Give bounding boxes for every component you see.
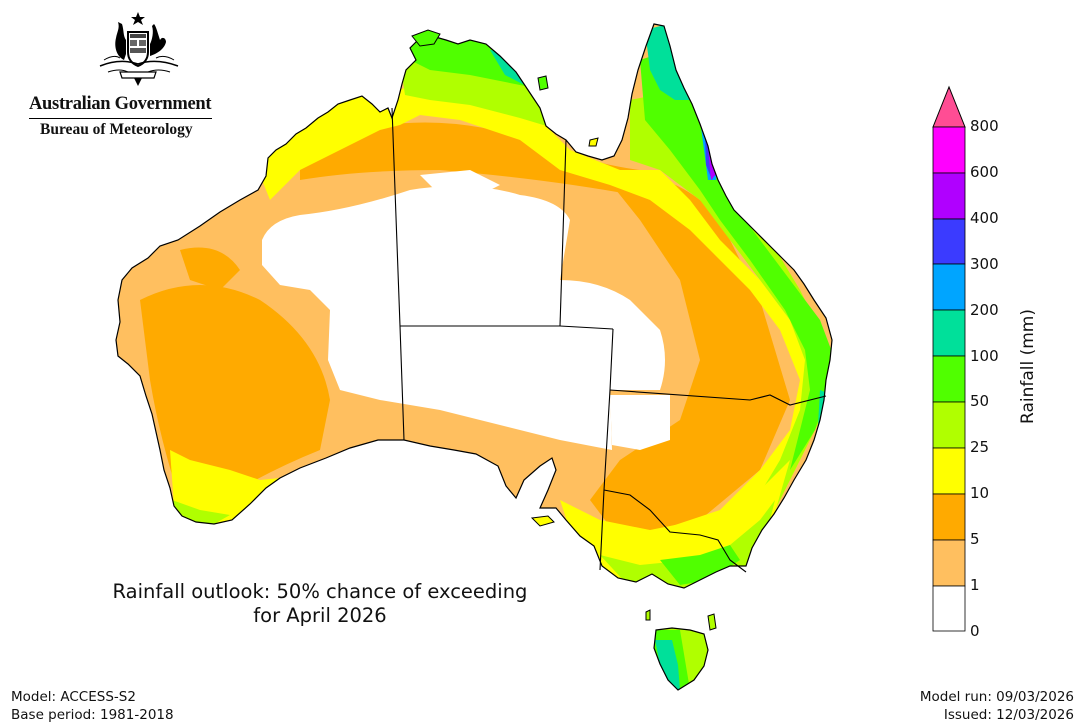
colorbar-tick: 5 [970,530,980,548]
map-title-line1: Rainfall outlook: 50% chance of exceedin… [112,580,528,603]
colorbar-tick: 25 [970,438,990,456]
colorbar-tick: 100 [970,347,999,365]
organisation-name: Australian Government [29,94,212,114]
model-name: Model: ACCESS-S2 [11,689,136,705]
colorbar-tick: 300 [970,255,999,273]
logo-divider [29,118,212,119]
footer-right: Model run: 09/03/2026 Issued: 12/03/2026 [920,688,1074,724]
footer-left: Model: ACCESS-S2 Base period: 1981-2018 [11,688,174,724]
rainfall-map [115,23,833,691]
state-borders [391,107,827,573]
colorbar-tick: 400 [970,209,999,227]
colorbar [932,85,966,632]
bom-logo: Australian Government Bureau of Meteorol… [20,8,225,143]
colorbar-tick: 50 [970,392,990,410]
issued-date: Issued: 12/03/2026 [943,707,1074,723]
base-period: Base period: 1981-2018 [11,707,174,723]
colorbar-tick: 0 [970,622,980,640]
colorbar-tick: 200 [970,301,999,319]
colorbar-title: Rainfall (mm) [1018,309,1038,424]
colorbar-extend-arrow [932,85,966,128]
map-title-line2: for April 2026 [253,604,387,627]
agency-name: Bureau of Meteorology [40,121,193,138]
map-title: Rainfall outlook: 50% chance of exceedin… [80,580,560,628]
colorbar-tick: 10 [970,484,990,502]
colorbar-tick: 1 [970,576,980,594]
colorbar-tick: 800 [970,117,999,135]
model-run-date: Model run: 09/03/2026 [919,689,1074,705]
coat-of-arms-icon [99,12,179,86]
colorbar-tick: 600 [970,163,999,181]
